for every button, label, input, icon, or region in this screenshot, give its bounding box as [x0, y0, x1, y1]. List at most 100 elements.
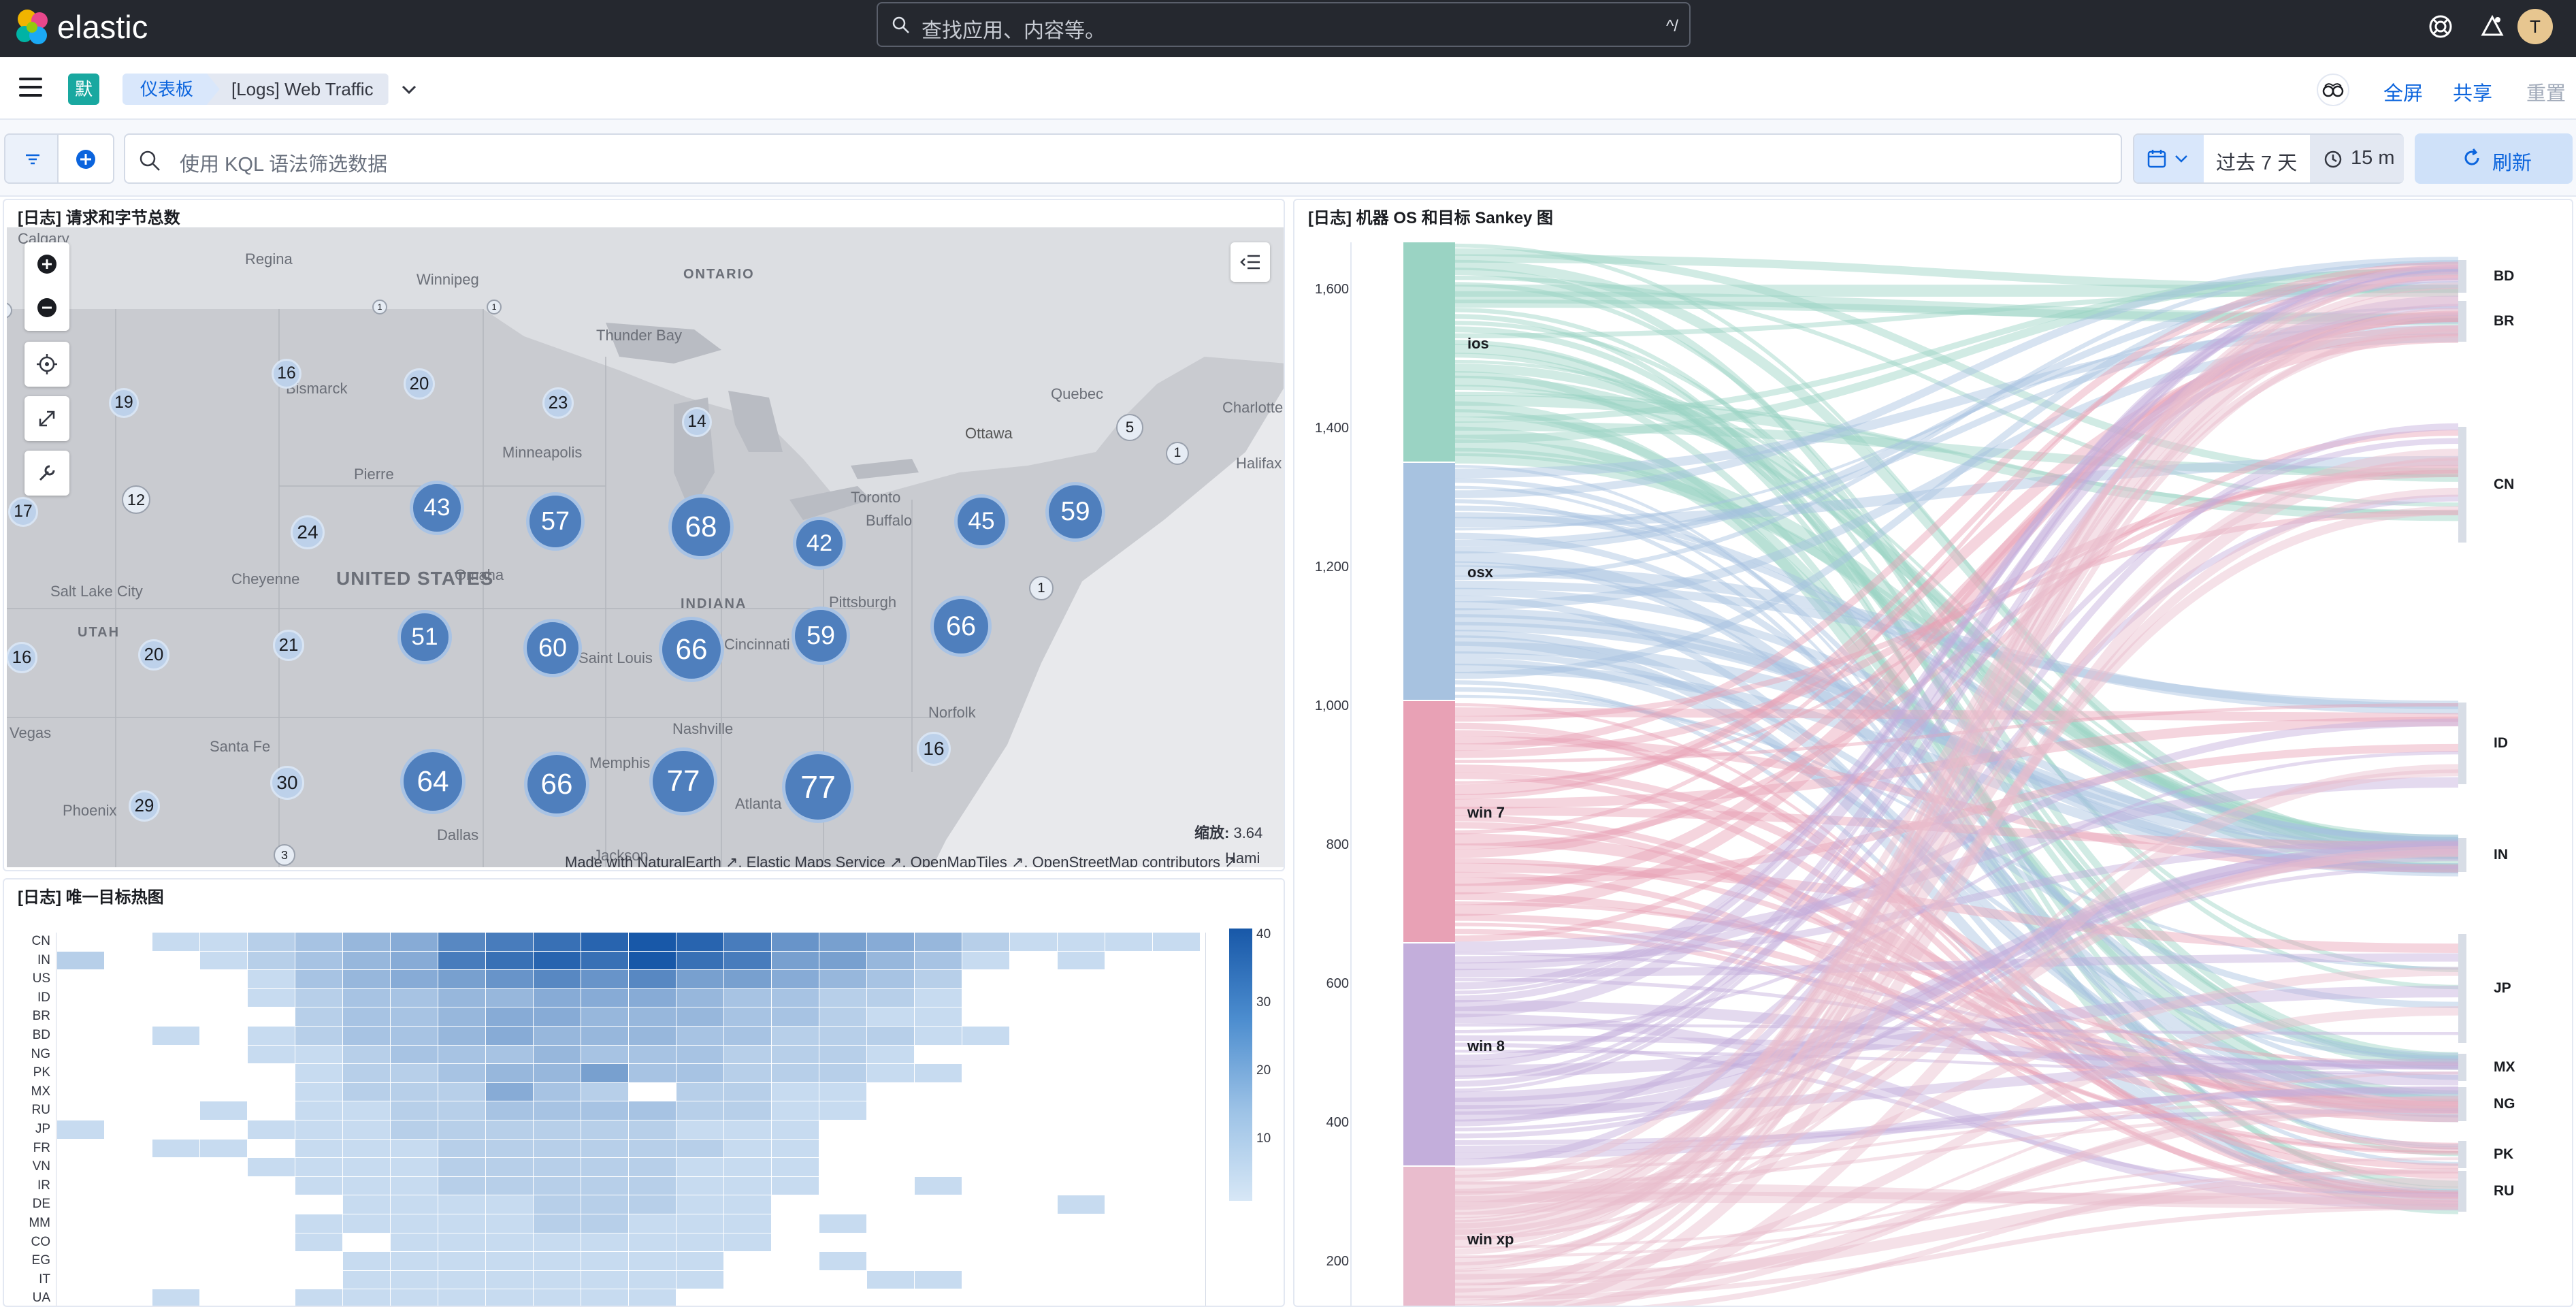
- heatmap-cell[interactable]: [391, 1214, 438, 1233]
- user-avatar[interactable]: T: [2517, 9, 2553, 44]
- sankey-link[interactable]: [1454, 423, 2459, 1166]
- heatmap-cell[interactable]: [1153, 933, 1200, 951]
- sankey-link[interactable]: [1454, 421, 2459, 477]
- sankey-link[interactable]: [1454, 306, 2459, 531]
- heatmap-cell[interactable]: [819, 970, 866, 988]
- sankey-link[interactable]: [1454, 1059, 2459, 1115]
- sankey-link[interactable]: [1454, 743, 2459, 886]
- heatmap-cell[interactable]: [724, 951, 771, 970]
- sankey-link[interactable]: [1454, 736, 2459, 873]
- heatmap-cell[interactable]: [295, 1045, 342, 1064]
- sankey-link[interactable]: [1454, 1071, 2459, 1286]
- sankey-link[interactable]: [1454, 447, 2459, 872]
- map-cluster[interactable]: 1: [487, 300, 502, 314]
- heatmap-cell[interactable]: [629, 1195, 676, 1214]
- sankey-source-node[interactable]: [1403, 701, 1455, 942]
- heatmap-cell[interactable]: [438, 1289, 485, 1306]
- heatmap-cell[interactable]: [724, 1101, 771, 1120]
- heatmap-cell[interactable]: [534, 1007, 581, 1026]
- heatmap-cell[interactable]: [534, 1270, 581, 1289]
- heatmap-cell[interactable]: [534, 1027, 581, 1045]
- heatmap-cell[interactable]: [581, 1027, 628, 1045]
- sankey-link[interactable]: [1454, 622, 2459, 860]
- sankey-destination-node[interactable]: [2458, 427, 2466, 543]
- heatmap-cell[interactable]: [676, 970, 723, 988]
- sankey-link[interactable]: [1454, 1108, 2459, 1145]
- heatmap-cell[interactable]: [295, 988, 342, 1007]
- heatmap-cell[interactable]: [534, 933, 581, 951]
- sankey-link[interactable]: [1454, 287, 2459, 1229]
- sankey-destination-node[interactable]: [2458, 1087, 2466, 1121]
- sankey-link[interactable]: [1454, 325, 2459, 479]
- sankey-link[interactable]: [1454, 822, 2459, 1208]
- heatmap-cell[interactable]: [486, 951, 533, 970]
- sankey-link[interactable]: [1454, 359, 2459, 843]
- heatmap-cell[interactable]: [724, 988, 771, 1007]
- heatmap-cell[interactable]: [343, 1289, 390, 1306]
- sankey-link[interactable]: [1454, 274, 2459, 800]
- heatmap-cell[interactable]: [724, 1139, 771, 1158]
- heatmap-cell[interactable]: [486, 1158, 533, 1176]
- heatmap-cell[interactable]: [581, 1082, 628, 1101]
- sankey-link[interactable]: [1454, 561, 2459, 1112]
- heatmap-cell[interactable]: [724, 933, 771, 951]
- heatmap-cell[interactable]: [1058, 951, 1105, 970]
- heatmap-cell[interactable]: [724, 1214, 771, 1233]
- heatmap-cell[interactable]: [676, 1082, 723, 1101]
- map-cluster[interactable]: 16: [272, 359, 301, 389]
- sankey-link[interactable]: [1454, 268, 2459, 443]
- map-cluster[interactable]: 29: [129, 790, 160, 822]
- heatmap-cell[interactable]: [676, 951, 723, 970]
- heatmap-cell[interactable]: [248, 988, 295, 1007]
- heatmap-cell[interactable]: [295, 951, 342, 970]
- attribution-link[interactable]: OpenMapTiles: [910, 854, 1007, 867]
- sankey-destination-node[interactable]: [2458, 838, 2466, 872]
- sankey-link[interactable]: [1454, 265, 2459, 835]
- sankey-link[interactable]: [1454, 730, 2459, 1149]
- sankey-link[interactable]: [1454, 343, 2459, 1070]
- attribution-link[interactable]: Elastic Maps Service: [746, 854, 885, 867]
- sankey-link[interactable]: [1455, 457, 2459, 1307]
- heatmap-cell[interactable]: [772, 1120, 819, 1139]
- heatmap-cell[interactable]: [581, 1252, 628, 1270]
- heatmap-cell[interactable]: [772, 1064, 819, 1082]
- heatmap-cell[interactable]: [534, 1101, 581, 1120]
- sankey-destination-node[interactable]: [2458, 934, 2466, 1043]
- sankey-link[interactable]: [1454, 458, 2459, 1195]
- heatmap-cell[interactable]: [486, 1252, 533, 1270]
- share-link[interactable]: 共享: [2453, 83, 2493, 105]
- sankey-link[interactable]: [1454, 751, 2459, 1033]
- sankey-link[interactable]: [1454, 806, 2459, 850]
- heatmap-cell[interactable]: [962, 1027, 1009, 1045]
- heatmap-cell[interactable]: [915, 1064, 962, 1082]
- heatmap-cell[interactable]: [629, 951, 676, 970]
- sankey-link[interactable]: [1454, 772, 2459, 1179]
- heatmap-cell[interactable]: [629, 1139, 676, 1158]
- heatmap-cell[interactable]: [200, 1101, 247, 1120]
- heatmap-cell[interactable]: [438, 1233, 485, 1252]
- heatmap-cell[interactable]: [676, 988, 723, 1007]
- sankey-link[interactable]: [1454, 1181, 2459, 1210]
- heatmap-cell[interactable]: [629, 1007, 676, 1026]
- sankey-link[interactable]: [1454, 409, 2459, 1113]
- heatmap-cell[interactable]: [581, 933, 628, 951]
- heatmap-cell[interactable]: [629, 988, 676, 1007]
- sankey-link[interactable]: [1455, 1167, 2459, 1307]
- sankey-link[interactable]: [1454, 272, 2459, 990]
- heatmap-cell[interactable]: [486, 970, 533, 988]
- heatmap-chart[interactable]: CN IN US ID BR BD NG PK MX RU JP FR VN IR DE MM CO EG IT UA: [4, 880, 1284, 1306]
- sankey-link[interactable]: [1454, 629, 2459, 1123]
- sankey-link[interactable]: [1454, 978, 2459, 1069]
- sankey-destination-node[interactable]: [2458, 1054, 2466, 1081]
- heatmap-cell[interactable]: [581, 1158, 628, 1176]
- sankey-link[interactable]: [1454, 1191, 2459, 1205]
- heatmap-cell[interactable]: [581, 1101, 628, 1120]
- heatmap-cell[interactable]: [200, 1139, 247, 1158]
- heatmap-cell[interactable]: [772, 1027, 819, 1045]
- sankey-link[interactable]: [1454, 477, 2459, 1080]
- heatmap-cell[interactable]: [391, 970, 438, 988]
- sankey-link[interactable]: [1454, 862, 2459, 954]
- sankey-link[interactable]: [1454, 401, 2459, 1214]
- sankey-link[interactable]: [1454, 608, 2459, 874]
- heatmap-cell[interactable]: [534, 1139, 581, 1158]
